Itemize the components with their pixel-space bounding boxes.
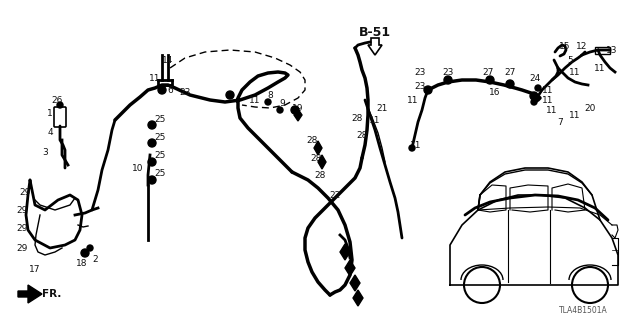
Text: 23: 23 [414,82,426,91]
Text: 5: 5 [567,55,573,65]
Text: 6: 6 [167,85,173,94]
Text: 11: 11 [569,68,580,76]
Text: 11: 11 [569,110,580,119]
Text: 25: 25 [154,150,166,159]
Polygon shape [314,141,322,155]
Text: 25: 25 [154,115,166,124]
Circle shape [226,91,234,99]
Circle shape [148,139,156,147]
Text: 14: 14 [163,55,173,65]
Text: 27: 27 [504,68,516,76]
Circle shape [409,145,415,151]
Circle shape [158,86,166,94]
Text: 1: 1 [47,108,53,117]
Circle shape [444,76,452,84]
Text: 21: 21 [376,103,388,113]
Circle shape [291,106,299,114]
Text: 9: 9 [279,99,285,108]
Text: 11: 11 [410,140,422,149]
Text: 10: 10 [132,164,144,172]
Text: 22: 22 [330,190,340,199]
Text: 24: 24 [529,74,541,83]
Text: 23: 23 [414,68,426,76]
FancyBboxPatch shape [54,107,66,127]
Text: 25: 25 [154,169,166,178]
Text: 19: 19 [292,103,304,113]
Polygon shape [353,290,363,306]
Circle shape [531,99,537,105]
Text: 7: 7 [557,117,563,126]
Text: 15: 15 [559,42,571,51]
Text: 17: 17 [29,266,41,275]
Polygon shape [18,285,42,303]
Text: 11: 11 [249,95,260,105]
Text: 11: 11 [542,85,554,94]
Bar [595,47,610,54]
Circle shape [57,102,63,108]
Circle shape [506,80,514,88]
Text: 26: 26 [51,95,63,105]
Text: 28: 28 [314,171,326,180]
Text: 25: 25 [154,132,166,141]
Circle shape [87,245,93,251]
Circle shape [265,99,271,105]
Circle shape [424,86,432,94]
Text: 29: 29 [19,188,31,196]
Text: 28: 28 [307,135,317,145]
Circle shape [535,85,541,91]
Text: 28: 28 [351,114,363,123]
Text: 28: 28 [310,154,322,163]
Text: 23: 23 [179,87,191,97]
Text: 13: 13 [606,45,618,54]
Circle shape [81,249,89,257]
Text: 2: 2 [92,255,98,265]
Text: 11: 11 [407,95,419,105]
Text: 16: 16 [489,87,500,97]
Text: 3: 3 [42,148,48,156]
Text: B-51: B-51 [359,26,391,38]
Polygon shape [340,244,350,260]
Text: 4: 4 [47,127,53,137]
Circle shape [148,176,156,184]
Text: 29: 29 [16,223,28,233]
Text: 20: 20 [584,103,596,113]
Text: 23: 23 [442,68,454,76]
Text: 11: 11 [595,63,605,73]
Text: 12: 12 [576,42,588,51]
Polygon shape [318,155,326,169]
Text: TLA4B1501A: TLA4B1501A [559,306,608,315]
Circle shape [148,158,156,166]
Text: 28: 28 [356,131,368,140]
Text: FR.: FR. [42,289,61,299]
Circle shape [486,76,494,84]
Text: 8: 8 [267,91,273,100]
Text: 11: 11 [542,95,554,105]
Circle shape [530,92,538,100]
Text: 11: 11 [369,116,381,124]
Polygon shape [345,260,355,276]
Text: 11: 11 [149,74,161,83]
Text: 29: 29 [16,244,28,252]
Circle shape [148,121,156,129]
Text: 29: 29 [16,205,28,214]
Polygon shape [294,109,302,121]
Text: 18: 18 [76,259,88,268]
Text: 11: 11 [547,106,557,115]
Polygon shape [350,275,360,291]
Text: 27: 27 [483,68,493,76]
Circle shape [277,107,283,113]
